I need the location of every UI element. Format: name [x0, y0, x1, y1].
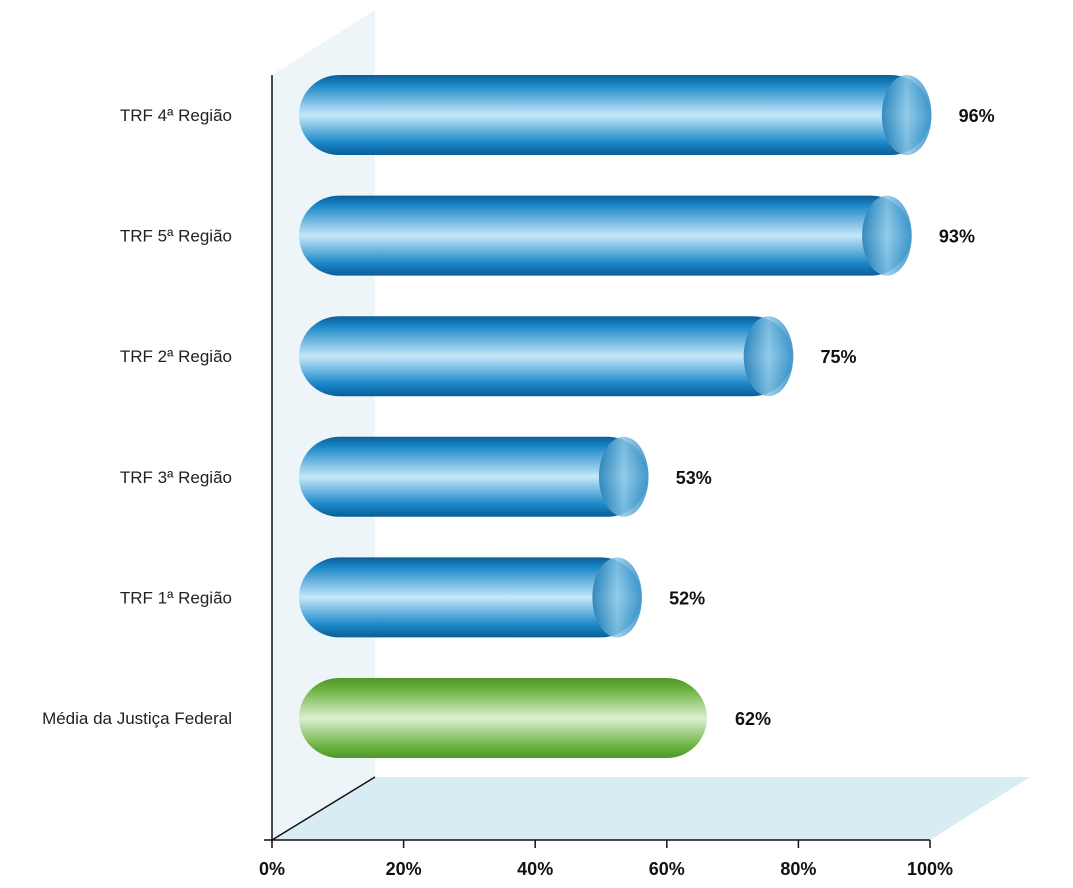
- category-label: Média da Justiça Federal: [42, 709, 232, 728]
- bar: [299, 436, 648, 517]
- bar-group: Média da Justiça Federal 62%: [42, 678, 771, 758]
- bar-end-cap: [592, 557, 642, 638]
- bar-group: TRF 1ª Região 52%: [120, 557, 705, 638]
- bar: [299, 557, 642, 638]
- bar-end-cap: [862, 195, 912, 276]
- x-tick-label: 80%: [780, 859, 816, 879]
- bar-average: [299, 678, 707, 758]
- value-label: 96%: [959, 106, 995, 126]
- x-tick-label: 60%: [649, 859, 685, 879]
- bar-group: TRF 4ª Região 96%: [120, 75, 995, 155]
- bar-end-cap: [598, 436, 649, 517]
- depth-axis: [271, 776, 376, 841]
- x-tick-label: 100%: [907, 859, 953, 879]
- bar-group: TRF 2ª Região 75%: [120, 316, 857, 397]
- category-label: TRF 5ª Região: [120, 227, 232, 246]
- bar-end-cap: [881, 75, 932, 155]
- bar-group: TRF 3ª Região 53%: [120, 436, 712, 517]
- x-axis-ticks: 0% 20% 40% 60% 80% 100%: [259, 840, 953, 879]
- bar-end-cap: [743, 316, 794, 397]
- bar: [299, 75, 931, 155]
- x-tick-label: 0%: [259, 859, 285, 879]
- category-label: TRF 4ª Região: [120, 106, 232, 125]
- value-label: 75%: [820, 347, 856, 367]
- category-label: TRF 3ª Região: [120, 468, 232, 487]
- value-label: 93%: [939, 227, 975, 247]
- value-label: 53%: [676, 468, 712, 488]
- chart-floor: [272, 777, 1030, 840]
- value-label: 62%: [735, 709, 771, 729]
- x-tick-label: 40%: [517, 859, 553, 879]
- bars: TRF 4ª Região 96% TRF 5ª Região 93% TRF 2ª R…: [42, 75, 995, 758]
- value-label: 52%: [669, 588, 705, 608]
- bar-group: TRF 5ª Região 93%: [120, 195, 975, 276]
- category-label: TRF 2ª Região: [120, 347, 232, 366]
- x-tick-label: 20%: [386, 859, 422, 879]
- category-label: TRF 1ª Região: [120, 588, 232, 607]
- bar: [299, 316, 793, 397]
- bar: [299, 195, 911, 276]
